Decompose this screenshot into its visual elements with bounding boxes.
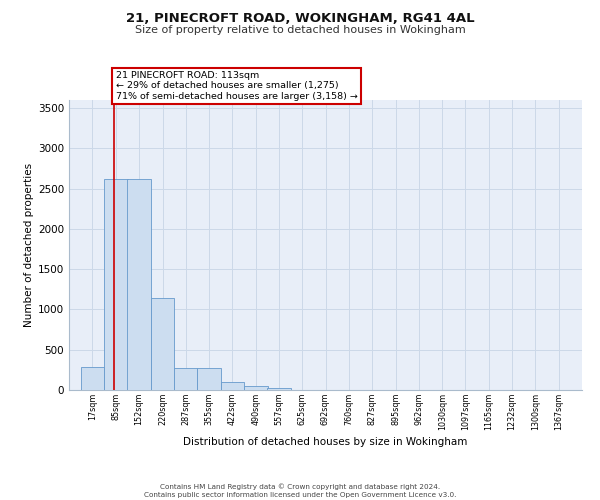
X-axis label: Distribution of detached houses by size in Wokingham: Distribution of detached houses by size …	[184, 437, 467, 447]
Text: 21, PINECROFT ROAD, WOKINGHAM, RG41 4AL: 21, PINECROFT ROAD, WOKINGHAM, RG41 4AL	[125, 12, 475, 26]
Bar	[104, 179, 128, 390]
Bar	[267, 388, 290, 390]
Bar	[197, 368, 221, 390]
Bar	[221, 382, 244, 390]
Text: 21 PINECROFT ROAD: 113sqm
← 29% of detached houses are smaller (1,275)
71% of se: 21 PINECROFT ROAD: 113sqm ← 29% of detac…	[116, 71, 358, 101]
Text: Size of property relative to detached houses in Wokingham: Size of property relative to detached ho…	[134, 25, 466, 35]
Bar	[81, 368, 104, 390]
Bar	[151, 298, 174, 390]
Bar	[174, 368, 197, 390]
Bar	[244, 386, 268, 390]
Text: Contains HM Land Registry data © Crown copyright and database right 2024.
Contai: Contains HM Land Registry data © Crown c…	[144, 484, 456, 498]
Y-axis label: Number of detached properties: Number of detached properties	[24, 163, 34, 327]
Bar	[127, 179, 151, 390]
